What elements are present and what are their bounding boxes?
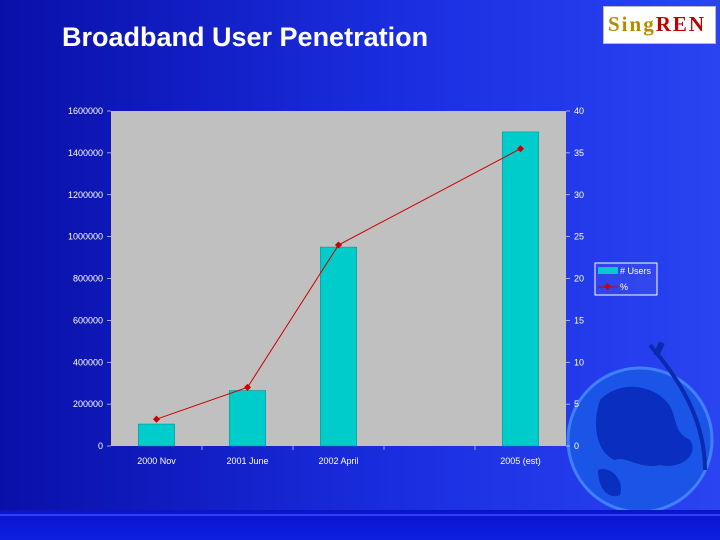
legend: # Users % — [594, 262, 658, 296]
legend-label-percent: % — [620, 282, 628, 292]
bottom-bar — [0, 510, 720, 540]
percent-point-3 — [516, 145, 525, 153]
right-tick-label-2: 10 — [574, 357, 584, 367]
bar-1 — [229, 390, 266, 447]
left-tick-label-7: 1400000 — [68, 148, 103, 158]
left-tick-label-6: 1200000 — [68, 190, 103, 200]
x-label-0: 2000 Nov — [137, 456, 176, 466]
left-tick-label-1: 200000 — [73, 399, 103, 409]
right-tick-label-0: 0 — [574, 441, 579, 451]
right-tick-label-3: 15 — [574, 315, 584, 325]
right-tick-label-5: 25 — [574, 232, 584, 242]
logo-text-ren: REN — [655, 12, 707, 36]
globe-icon — [566, 341, 714, 514]
left-tick-label-5: 1000000 — [68, 232, 103, 242]
left-tick-label-8: 1600000 — [68, 106, 103, 116]
percent-series-line — [156, 148, 521, 420]
legend-marker-percent — [598, 282, 618, 291]
x-label-1: 2001 June — [226, 456, 268, 466]
percent-point-1 — [243, 383, 252, 391]
right-tick-label-8: 40 — [574, 106, 584, 116]
x-label-2: 2002 April — [318, 456, 358, 466]
bar-2 — [320, 246, 357, 447]
percent-point-0 — [152, 415, 161, 423]
bottom-bar-line — [0, 514, 720, 516]
left-tick-label-4: 800000 — [73, 274, 103, 284]
percent-point-2 — [334, 241, 343, 249]
left-tick-label-0: 0 — [98, 441, 103, 451]
left-tick-label-3: 600000 — [73, 315, 103, 325]
logo-text-sing: Sing — [608, 12, 656, 36]
left-tick-label-2: 400000 — [73, 357, 103, 367]
legend-swatch-users — [598, 267, 618, 274]
right-tick-label-6: 30 — [574, 190, 584, 200]
right-tick-label-1: 5 — [574, 399, 579, 409]
bar-0 — [138, 423, 175, 447]
singaren-logo: SingREN — [603, 6, 716, 44]
legend-label-users: # Users — [620, 266, 652, 276]
x-label-4: 2005 (est) — [500, 456, 541, 466]
logo-text: SingREN — [608, 12, 706, 37]
bar-4 — [502, 131, 539, 447]
page-title: Broadband User Penetration — [62, 22, 429, 52]
right-tick-label-7: 35 — [574, 148, 584, 158]
right-tick-label-4: 20 — [574, 274, 584, 284]
